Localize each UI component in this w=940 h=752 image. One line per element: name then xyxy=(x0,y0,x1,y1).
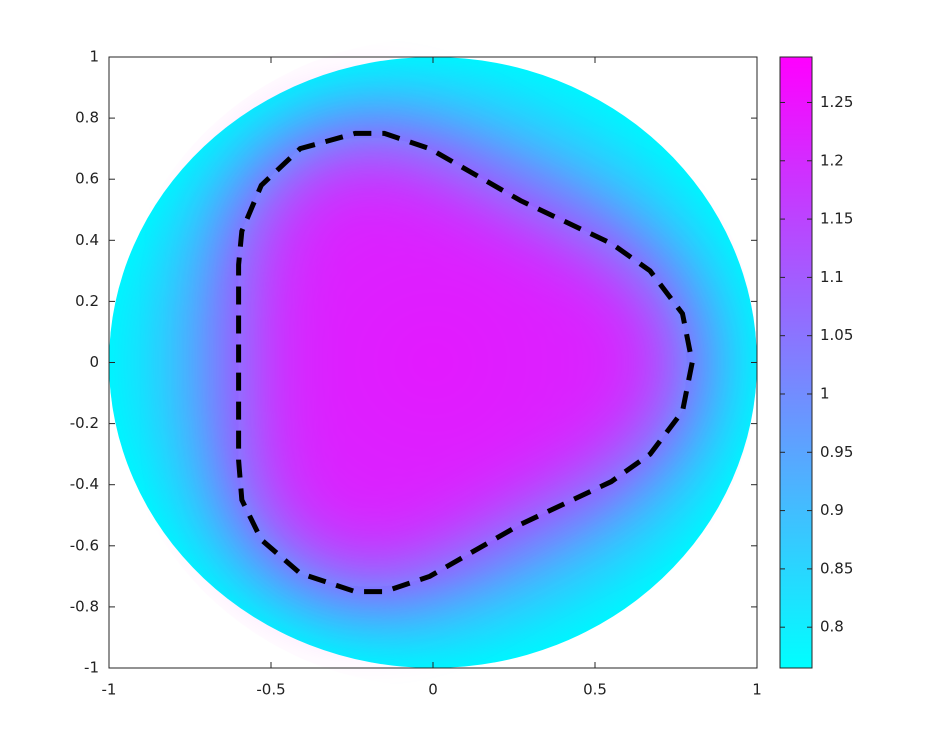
y-tick-label: -0.4 xyxy=(70,475,99,493)
colorbar-tick-label: 0.9 xyxy=(820,501,844,519)
colorbar xyxy=(779,56,813,669)
y-tick-label: 0.6 xyxy=(75,170,99,188)
y-tick-label: 1 xyxy=(89,48,99,66)
colorbar-tick-label: 1.2 xyxy=(820,151,844,169)
x-tick-label: 1 xyxy=(752,681,762,699)
colorbar-tick-label: 0.95 xyxy=(820,443,853,461)
colorbar-tick-label: 1.15 xyxy=(820,210,853,228)
disk-field xyxy=(109,57,757,668)
y-tick-label: -0.8 xyxy=(70,597,99,615)
x-tick-label: 0 xyxy=(428,681,438,699)
colorbar-tick-label: 1.05 xyxy=(820,326,853,344)
colorbar-tick-label: 1.1 xyxy=(820,268,844,286)
colorbar-tick-label: 1.25 xyxy=(820,93,853,111)
y-tick-label: 0.8 xyxy=(75,109,99,127)
contour-line xyxy=(236,130,695,595)
colorbar-tick-label: 1 xyxy=(820,384,830,402)
y-tick-label: -0.6 xyxy=(70,536,99,554)
x-tick-label: -1 xyxy=(102,681,117,699)
y-tick-label: -1 xyxy=(84,659,99,677)
x-tick-label: -0.5 xyxy=(256,681,285,699)
colorbar-tick-label: 0.8 xyxy=(820,618,844,636)
y-tick-label: 0.4 xyxy=(75,231,99,249)
y-tick-label: 0 xyxy=(89,353,99,371)
colorbar-tick-label: 0.85 xyxy=(820,559,853,577)
x-tick-label: 0.5 xyxy=(583,681,607,699)
y-tick-label: -0.2 xyxy=(70,414,99,432)
y-tick-label: 0.2 xyxy=(75,292,99,310)
